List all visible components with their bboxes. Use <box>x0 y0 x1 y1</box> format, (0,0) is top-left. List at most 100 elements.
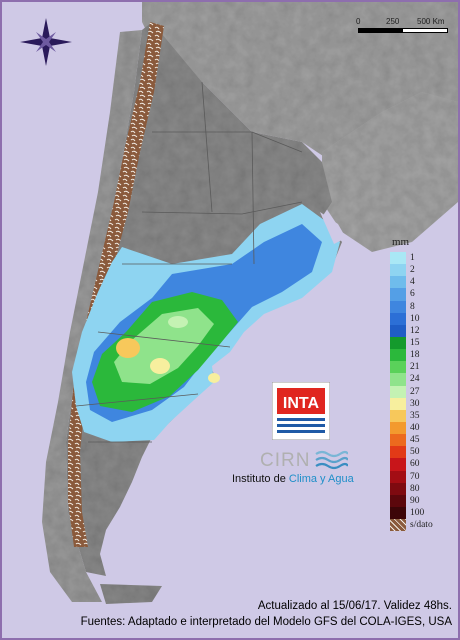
precipitation-legend: mm 1 2 4 6 8 10 12 15 18 21 24 27 30 35 40 45 50 60 70 80 90… <box>390 232 458 532</box>
legend-label: 30 <box>410 398 420 409</box>
legend-item: 100 <box>390 506 458 520</box>
legend-label: 10 <box>410 313 420 324</box>
legend-item: 4 <box>390 276 458 289</box>
legend-swatch <box>390 470 406 483</box>
legend-swatch <box>390 336 406 350</box>
legend-item: 27 <box>390 385 458 398</box>
legend-swatch <box>390 276 406 289</box>
legend-item: 50 <box>390 446 458 459</box>
legend-swatch <box>390 458 406 471</box>
legend-item: 1 <box>390 252 458 265</box>
cirn-logo-text: CIRN <box>260 450 311 471</box>
institute-name: Instituto de Clima y Agua <box>232 473 354 485</box>
legend-swatch <box>390 264 406 277</box>
legend-swatch <box>390 446 406 459</box>
legend-label: 45 <box>410 435 420 446</box>
legend-item: 12 <box>390 324 458 337</box>
legend-label: s/dato <box>410 520 433 531</box>
footer-updated: Actualizado al 15/06/17. Validez 48hs. <box>257 600 452 612</box>
legend-label: 8 <box>410 301 415 312</box>
legend-swatch <box>390 397 406 410</box>
legend-item: 21 <box>390 361 458 374</box>
legend-item: 35 <box>390 409 458 422</box>
legend-swatch <box>390 434 406 447</box>
legend-item: 45 <box>390 434 458 447</box>
legend-swatch <box>390 385 406 398</box>
legend-item: 8 <box>390 300 458 313</box>
legend-swatch <box>390 349 406 362</box>
scale-label-zero: 0 <box>356 17 361 26</box>
neighbour-east <box>322 92 458 252</box>
waves-icon <box>315 450 348 470</box>
scale-label-mid: 250 <box>386 17 400 26</box>
legend-item: 40 <box>390 421 458 435</box>
legend-label: 80 <box>410 483 420 494</box>
legend-label: 6 <box>410 289 415 300</box>
legend-rows: 1 2 4 6 8 10 12 15 18 21 24 27 30 35 40 45 50 60 70 80 90 100… <box>390 252 458 532</box>
legend-swatch <box>390 300 406 313</box>
legend-swatch <box>390 324 406 337</box>
legend-swatch <box>390 252 406 265</box>
scale-label-end: 500 Km <box>417 17 445 26</box>
legend-label: 70 <box>410 471 420 482</box>
rio-de-la-plata <box>320 212 346 244</box>
inta-logo: INTA <box>272 382 330 440</box>
legend-item: 10 <box>390 312 458 325</box>
legend-item: 30 <box>390 397 458 410</box>
legend-label: 1 <box>410 253 415 264</box>
legend-label: 15 <box>410 338 420 349</box>
legend-item: 24 <box>390 373 458 386</box>
legend-label: 100 <box>410 508 425 519</box>
scale-bar <box>358 28 448 33</box>
legend-item: 6 <box>390 288 458 301</box>
legend-label: 27 <box>410 386 420 397</box>
legend-label: 2 <box>410 265 415 276</box>
legend-swatch <box>390 494 406 507</box>
legend-item: 18 <box>390 349 458 362</box>
tierra-del-fuego <box>100 584 162 604</box>
legend-swatch <box>390 373 406 386</box>
legend-item: 70 <box>390 470 458 483</box>
institute-accent: Clima y Agua <box>288 473 354 485</box>
cirn-logo: CIRN <box>260 448 360 474</box>
legend-swatch <box>390 421 406 435</box>
compass-rose-icon <box>20 18 72 66</box>
legend-title: mm <box>392 236 410 248</box>
legend-label: 50 <box>410 447 420 458</box>
andes-no-data <box>68 22 164 547</box>
legend-label: 4 <box>410 277 415 288</box>
legend-item: 15 <box>390 336 458 350</box>
legend-swatch <box>390 409 406 422</box>
inta-logo-text: INTA <box>283 395 320 412</box>
legend-label: 18 <box>410 350 420 361</box>
legend-label: 24 <box>410 374 420 385</box>
legend-swatch <box>390 506 406 520</box>
legend-swatch <box>390 482 406 495</box>
province-borders <box>75 81 303 443</box>
legend-label: 21 <box>410 362 420 373</box>
legend-label: 40 <box>410 423 420 434</box>
legend-swatch <box>390 288 406 301</box>
footer-sources: Fuentes: Adaptado e interpretado del Mod… <box>80 616 452 628</box>
legend-swatch <box>390 312 406 325</box>
legend-label: 35 <box>410 410 420 421</box>
legend-label: 12 <box>410 325 420 336</box>
legend-swatch <box>390 519 406 532</box>
legend-label: 60 <box>410 459 420 470</box>
institute-prefix: Instituto de <box>232 473 289 485</box>
rain-core-3 <box>168 316 188 328</box>
rain-spot-east <box>208 373 220 383</box>
legend-item: s/dato <box>390 519 458 532</box>
rain-band-lightgreen <box>114 308 214 384</box>
chile-land <box>42 30 142 602</box>
rain-core-1 <box>116 338 140 358</box>
legend-item: 80 <box>390 482 458 495</box>
legend-item: 90 <box>390 494 458 507</box>
legend-swatch <box>390 361 406 374</box>
legend-item: 2 <box>390 264 458 277</box>
legend-item: 60 <box>390 458 458 471</box>
legend-label: 90 <box>410 495 420 506</box>
rain-core-2 <box>150 358 170 374</box>
